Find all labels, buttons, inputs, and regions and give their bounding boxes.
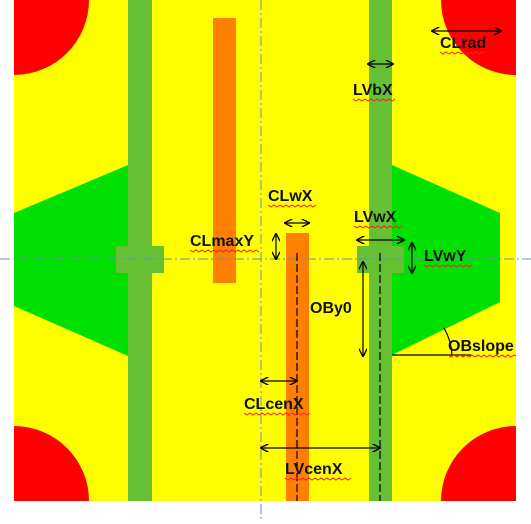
spell-underline-lvbx	[352, 98, 396, 102]
wedge-left	[14, 165, 128, 356]
label-clcenx: CLcenX	[244, 396, 304, 413]
spell-underline-lvwy	[423, 264, 473, 268]
spell-underline-clwx	[267, 204, 317, 208]
wedge-right	[392, 165, 500, 355]
corner-bottom-right	[441, 426, 516, 501]
spell-underline-obslope	[447, 354, 517, 358]
label-lvbx: LVbX	[353, 82, 393, 99]
corner-top-right	[441, 0, 516, 75]
label-obslope: OBslope	[448, 338, 514, 355]
label-clwx: CLwX	[268, 188, 313, 205]
label-clrad: CLrad	[440, 35, 486, 52]
corner-bottom-left	[14, 426, 89, 501]
spell-underline-lvcenx	[284, 477, 352, 481]
label-lvwy: LVwY	[424, 248, 467, 265]
spell-underline-clcenx	[243, 412, 311, 416]
label-lvwx: LVwX	[354, 209, 397, 226]
obslope-angle-arc	[443, 327, 453, 356]
corner-top-left	[14, 0, 89, 75]
spell-underline-clrad	[439, 51, 485, 55]
label-oby0: OBy0	[310, 300, 352, 317]
cl-stripe-left	[213, 18, 236, 283]
label-clmaxy: CLmaxY	[190, 233, 254, 250]
spell-underline-clmaxy	[189, 249, 260, 253]
label-lvcenx: LVcenX	[285, 461, 343, 478]
spell-underline-lvwx	[353, 225, 403, 229]
